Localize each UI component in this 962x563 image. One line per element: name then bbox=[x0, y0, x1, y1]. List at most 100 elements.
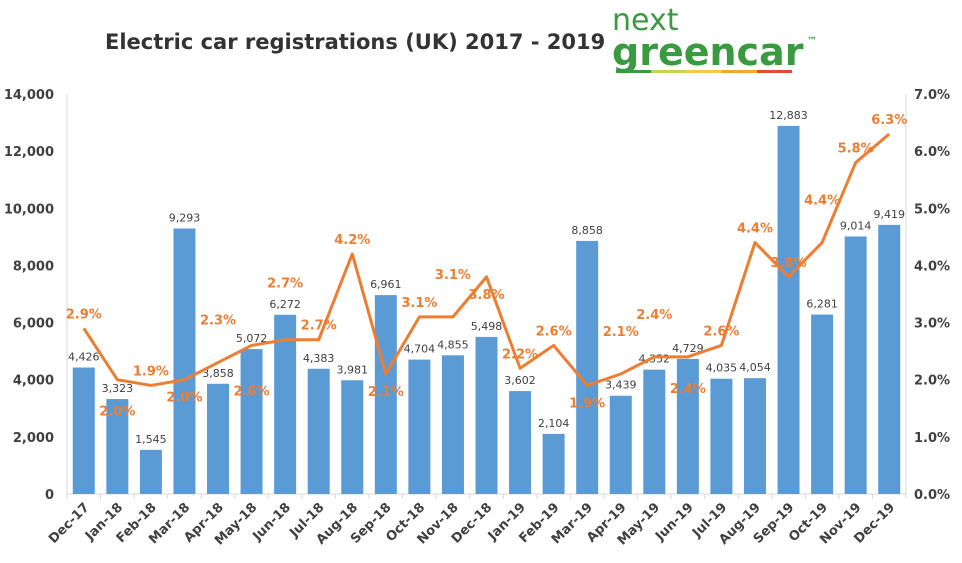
y-tick-label: 4,000 bbox=[13, 374, 54, 389]
line-data-label: 6.3% bbox=[871, 113, 907, 128]
bar-data-label: 2,104 bbox=[538, 417, 570, 430]
bar-data-label: 9,293 bbox=[169, 211, 201, 224]
bar bbox=[240, 349, 263, 494]
bar bbox=[139, 449, 162, 494]
line-data-label: 2.6% bbox=[703, 324, 739, 339]
nextgreencar-logo: next greencar ™ bbox=[612, 3, 817, 74]
y-tick-label: 0 bbox=[45, 488, 54, 503]
line-data-label: 1.9% bbox=[133, 364, 169, 379]
line-data-label: 2.1% bbox=[368, 385, 404, 400]
y2-tick-label: 5.0% bbox=[914, 202, 950, 217]
logo-text-next: next bbox=[612, 3, 679, 38]
y2-tick-label: 3.0% bbox=[914, 317, 950, 332]
logo-text-greencar: greencar bbox=[612, 30, 804, 74]
line-data-label: 2.2% bbox=[502, 347, 538, 362]
bar-data-label: 6,961 bbox=[370, 278, 402, 291]
bar bbox=[509, 391, 532, 494]
bar-data-label: 4,855 bbox=[437, 338, 469, 351]
bar-data-label: 4,054 bbox=[739, 361, 771, 374]
bar bbox=[374, 295, 397, 494]
bar-data-label: 3,439 bbox=[605, 379, 637, 392]
chart-title: Electric car registrations (UK) 2017 - 2… bbox=[105, 30, 606, 54]
bar bbox=[743, 378, 766, 494]
line-data-label: 2.7% bbox=[267, 277, 303, 292]
bar bbox=[676, 358, 699, 494]
bar bbox=[576, 240, 599, 494]
bar-data-label: 5,498 bbox=[471, 320, 503, 333]
line-data-label: 3.8% bbox=[771, 256, 807, 271]
line-data-label: 2.3% bbox=[200, 314, 236, 329]
logo-stripe-segment bbox=[756, 70, 793, 73]
bar bbox=[811, 314, 834, 494]
bar bbox=[643, 369, 666, 494]
bar bbox=[441, 355, 464, 494]
bar-data-label: 6,281 bbox=[806, 298, 838, 311]
bar bbox=[878, 224, 901, 494]
line-data-label: 2.0% bbox=[99, 405, 135, 420]
bar bbox=[307, 368, 330, 494]
bar bbox=[274, 314, 297, 494]
bar-data-label: 3,602 bbox=[504, 374, 536, 387]
bar-data-label: 4,426 bbox=[68, 351, 100, 364]
bar-data-label: 1,545 bbox=[135, 433, 167, 446]
bar bbox=[777, 125, 800, 495]
y2-tick-label: 0.0% bbox=[914, 488, 950, 503]
line-data-label: 2.6% bbox=[234, 384, 270, 399]
line-data-label: 3.1% bbox=[435, 268, 471, 283]
y2-tick-label: 7.0% bbox=[914, 88, 950, 103]
logo-stripe-segment bbox=[651, 70, 687, 73]
line-data-label: 2.7% bbox=[301, 319, 337, 334]
bar-data-label: 4,729 bbox=[672, 342, 704, 355]
bar-data-label: 3,323 bbox=[102, 382, 134, 395]
line-data-label: 4.4% bbox=[804, 194, 840, 209]
bar bbox=[106, 399, 129, 494]
line-data-label: 2.6% bbox=[536, 324, 572, 339]
bar-data-label: 4,035 bbox=[706, 362, 738, 375]
line-data-label: 3.1% bbox=[401, 296, 437, 311]
share-line bbox=[82, 132, 891, 387]
y-tick-label: 10,000 bbox=[4, 202, 54, 217]
bar bbox=[72, 367, 95, 494]
bar-data-label: 4,383 bbox=[303, 352, 335, 365]
bar-data-label: 9,014 bbox=[840, 219, 872, 232]
bar-data-label: 4,704 bbox=[404, 343, 436, 356]
bar bbox=[844, 236, 867, 494]
line-data-label: 2.9% bbox=[66, 307, 102, 322]
bar-data-label: 8,858 bbox=[571, 224, 603, 237]
line-data-label: 5.8% bbox=[838, 142, 874, 157]
bar bbox=[475, 336, 498, 494]
logo-stripe-segment bbox=[686, 70, 722, 73]
y2-tick-label: 2.0% bbox=[914, 374, 950, 389]
x-tick-label: Dec-17 bbox=[46, 500, 93, 547]
bar bbox=[341, 380, 364, 494]
logo-stripe bbox=[616, 70, 793, 73]
bar-data-label: 12,883 bbox=[769, 109, 808, 122]
line-data-label: 1.9% bbox=[569, 396, 605, 411]
line-data-label: 2.0% bbox=[166, 391, 202, 406]
bar-data-label: 9,419 bbox=[873, 208, 905, 221]
bar-data-label: 6,272 bbox=[269, 298, 301, 311]
y2-tick-label: 6.0% bbox=[914, 145, 950, 160]
y2-tick-label: 4.0% bbox=[914, 259, 950, 274]
line-data-label: 3.8% bbox=[468, 288, 504, 303]
line-data-label: 4.2% bbox=[334, 233, 370, 248]
y-tick-label: 12,000 bbox=[4, 145, 54, 160]
logo-stripe-segment bbox=[616, 70, 652, 73]
logo-tm: ™ bbox=[807, 36, 817, 47]
y-tick-label: 6,000 bbox=[13, 317, 54, 332]
bar-data-label: 3,858 bbox=[202, 367, 234, 380]
line-data-label: 2.4% bbox=[636, 308, 672, 323]
line-data-label: 2.4% bbox=[670, 382, 706, 397]
bar-data-label: 3,981 bbox=[337, 363, 369, 376]
y-tick-label: 2,000 bbox=[13, 431, 54, 446]
bar-data-label: 5,072 bbox=[236, 332, 268, 345]
y2-tick-label: 1.0% bbox=[914, 431, 950, 446]
logo-stripe-segment bbox=[721, 70, 757, 73]
bar bbox=[609, 395, 632, 494]
bar bbox=[173, 228, 196, 494]
bar bbox=[408, 359, 431, 494]
y-tick-label: 8,000 bbox=[13, 259, 54, 274]
y-tick-label: 14,000 bbox=[4, 88, 54, 103]
